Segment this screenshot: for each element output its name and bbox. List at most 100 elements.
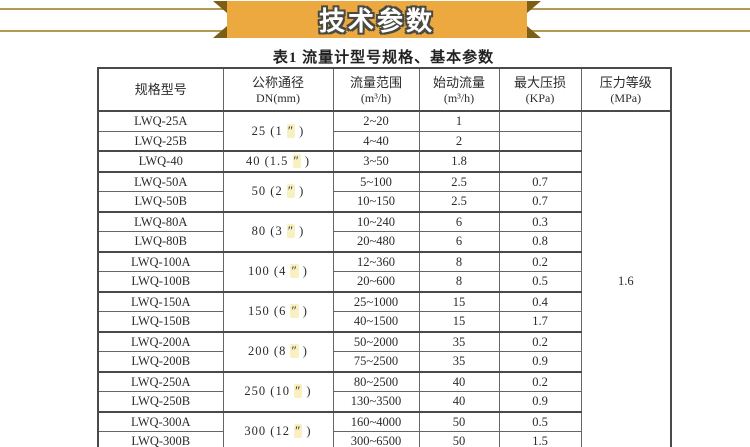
header-row: 规格型号 公称通径 DN(mm) 流量范围 (m³/h) 始动流量 (m³/h) 最大… [97,67,672,112]
ribbon-fold-bottom-right [527,26,541,38]
model-cell: LWQ-80B [97,231,224,252]
dn-cell: 300 (12 ″ ) [222,410,334,447]
flow-range-cell: 2~20 [332,110,420,132]
max-loss-cell: 1.5 [498,431,582,447]
start-flow-cell: 50 [418,410,500,432]
table-row: LWQ-50A 50 (2 ″ ) 5~100 2.5 0.7 [97,170,671,212]
flow-range-cell: 20~600 [332,271,420,292]
banner-plate: 技术参数 [227,1,527,38]
table-row: LWQ-250B 130~3500 40 0.9 [97,391,671,412]
max-loss-cell: 0.9 [498,351,582,372]
start-flow-cell: 50 [418,431,500,447]
table-caption: 表1 流量计型号规格、基本参数 [272,50,495,66]
pressure-class-cell: 1.6 [580,110,672,447]
max-loss-cell: 0.5 [498,410,582,432]
flow-range-cell: 3~50 [332,150,420,172]
model-cell: LWQ-50A [97,170,224,192]
dn-cell: 150 (6 ″ ) [222,290,334,332]
dn-cell: 80 (3 ″ ) [222,210,334,252]
model-cell: LWQ-100B [97,271,224,292]
table-row: LWQ-25A 25 (1 ″ ) 2~20 1 1.6 [97,110,672,447]
start-flow-cell: 8 [418,271,500,292]
flow-range-cell: 12~360 [332,250,420,272]
table-row: LWQ-300A 300 (12 ″ ) 160~4000 50 0.5 [97,410,671,447]
spec-table: 规格型号 公称通径 DN(mm) 流量范围 (m³/h) 始动流量 (m³/h) 最大… [97,67,672,447]
dn-cell: 40 (1.5 ″ ) [222,150,334,172]
model-cell: LWQ-150A [97,290,224,312]
table-row: LWQ-150B 40~1500 15 1.7 [97,311,671,332]
max-loss-cell: 0.3 [498,210,582,232]
flow-range-cell: 25~1000 [332,290,420,312]
flow-range-cell: 300~6500 [332,431,420,447]
inch-mark: ″ [290,264,299,279]
start-flow-cell: 40 [418,370,500,392]
flow-range-cell: 40~1500 [332,311,420,332]
max-loss-cell: 0.7 [498,170,582,192]
start-flow-cell: 1.8 [418,150,500,172]
flow-range-cell: 50~2000 [332,330,420,352]
start-flow-cell: 6 [418,210,500,232]
dn-cell: 250 (10 ″ ) [222,370,334,412]
table-row: LWQ-100A 100 (4 ″ ) 12~360 8 0.2 [97,250,671,292]
max-loss-cell [498,110,582,132]
ribbon-fold-bottom-left [213,26,227,38]
header-model: 规格型号 [97,67,224,112]
flow-range-cell: 10~240 [332,210,420,232]
dn-cell: 200 (8 ″ ) [222,330,334,372]
start-flow-cell: 15 [418,290,500,312]
inch-mark: ″ [294,424,303,439]
ribbon-fold-top-left [213,1,227,13]
table-row: LWQ-80B 20~480 6 0.8 [97,231,671,252]
banner-title: 技术参数 [318,6,435,36]
model-cell: LWQ-80A [97,210,224,232]
start-flow-cell: 40 [418,391,500,412]
header-pressure: 压力等级 (MPa) [580,67,672,112]
model-cell: LWQ-250B [97,391,224,412]
max-loss-cell: 1.7 [498,311,582,332]
max-loss-cell: 0.7 [498,191,582,212]
model-cell: LWQ-150B [97,311,224,332]
flow-range-cell: 80~2500 [332,370,420,392]
start-flow-cell: 6 [418,231,500,252]
table-row: LWQ-25B 4~40 2 [97,130,671,152]
dn-cell: 100 (4 ″ ) [222,250,334,292]
max-loss-cell: 0.8 [498,231,582,252]
max-loss-cell: 0.4 [498,290,582,312]
start-flow-cell: 1 [418,110,500,132]
start-flow-cell: 2 [418,130,500,152]
dn-cell: 25 (1 ″ ) [222,110,334,152]
table-row: LWQ-200A 200 (8 ″ ) 50~2000 35 0.2 [97,330,671,372]
start-flow-cell: 35 [418,330,500,352]
flow-range-cell: 10~150 [332,191,420,212]
model-cell: LWQ-40 [97,150,224,172]
model-cell: LWQ-300A [97,410,224,432]
model-cell: LWQ-100A [97,250,224,272]
max-loss-cell [498,130,582,152]
model-cell: LWQ-200B [97,351,224,372]
max-loss-cell: 0.2 [498,370,582,392]
header-start-flow: 始动流量 (m³/h) [418,67,500,112]
header-flow-range: 流量范围 (m³/h) [332,67,420,112]
model-cell: LWQ-50B [97,191,224,212]
inch-mark: ″ [290,344,299,359]
table-row: LWQ-100B 20~600 8 0.5 [97,271,671,292]
model-cell: LWQ-200A [97,330,224,352]
model-cell: LWQ-25A [97,110,224,132]
flow-range-cell: 5~100 [332,170,420,192]
table-row: LWQ-300B 300~6500 50 1.5 [97,431,671,447]
model-cell: LWQ-25B [97,130,224,152]
ribbon-fold-top-right [527,1,541,13]
max-loss-cell: 0.2 [498,250,582,272]
start-flow-cell: 2.5 [418,191,500,212]
max-loss-cell: 0.9 [498,391,582,412]
flow-range-cell: 20~480 [332,231,420,252]
inch-mark: ″ [286,224,296,239]
model-cell: LWQ-300B [97,431,224,447]
start-flow-cell: 15 [418,311,500,332]
inch-mark: ″ [292,154,301,168]
start-flow-cell: 2.5 [418,170,500,192]
section-banner: 技术参数 [0,0,750,42]
max-loss-cell: 0.5 [498,271,582,292]
table-row: LWQ-40 40 (1.5 ″ ) 3~50 1.8 [97,150,671,172]
